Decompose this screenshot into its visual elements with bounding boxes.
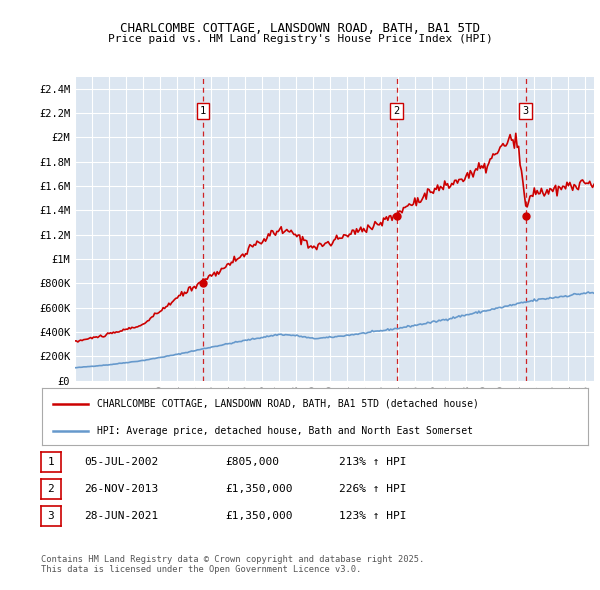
Text: 3: 3	[523, 106, 529, 116]
Text: HPI: Average price, detached house, Bath and North East Somerset: HPI: Average price, detached house, Bath…	[97, 426, 473, 436]
Text: 1: 1	[47, 457, 55, 467]
Text: 2: 2	[47, 484, 55, 494]
Text: Contains HM Land Registry data © Crown copyright and database right 2025.
This d: Contains HM Land Registry data © Crown c…	[41, 555, 424, 574]
Text: £1,350,000: £1,350,000	[225, 484, 293, 494]
Text: 3: 3	[47, 512, 55, 521]
Text: £1,350,000: £1,350,000	[225, 512, 293, 521]
Text: 123% ↑ HPI: 123% ↑ HPI	[339, 512, 407, 521]
Text: 05-JUL-2002: 05-JUL-2002	[84, 457, 158, 467]
Text: 26-NOV-2013: 26-NOV-2013	[84, 484, 158, 494]
Text: 2: 2	[394, 106, 400, 116]
Text: CHARLCOMBE COTTAGE, LANSDOWN ROAD, BATH, BA1 5TD (detached house): CHARLCOMBE COTTAGE, LANSDOWN ROAD, BATH,…	[97, 399, 478, 409]
Text: 28-JUN-2021: 28-JUN-2021	[84, 512, 158, 521]
Text: £805,000: £805,000	[225, 457, 279, 467]
Text: 226% ↑ HPI: 226% ↑ HPI	[339, 484, 407, 494]
Text: 213% ↑ HPI: 213% ↑ HPI	[339, 457, 407, 467]
Text: CHARLCOMBE COTTAGE, LANSDOWN ROAD, BATH, BA1 5TD: CHARLCOMBE COTTAGE, LANSDOWN ROAD, BATH,…	[120, 22, 480, 35]
Text: Price paid vs. HM Land Registry's House Price Index (HPI): Price paid vs. HM Land Registry's House …	[107, 34, 493, 44]
Text: 1: 1	[200, 106, 206, 116]
